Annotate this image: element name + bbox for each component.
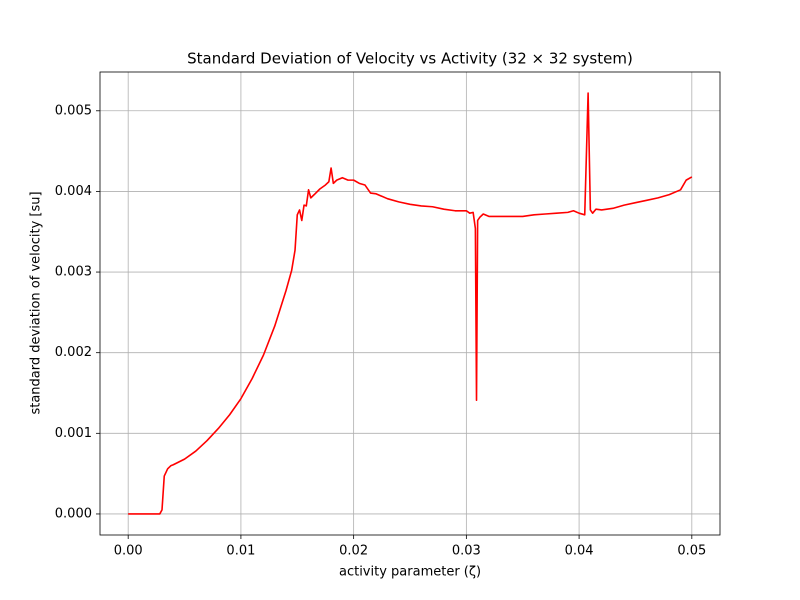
x-tick-label: 0.02 (339, 544, 368, 559)
y-axis-label: standard deviation of velocity [su] (29, 191, 44, 414)
y-tick-label: 0.002 (55, 345, 92, 360)
plot-frame (99, 71, 721, 536)
y-tick-label: 0.003 (55, 265, 92, 280)
x-tick-label: 0.03 (452, 544, 481, 559)
x-tick-label: 0.01 (226, 544, 255, 559)
y-tick-label: 0.000 (55, 506, 92, 521)
y-tick-label: 0.005 (55, 103, 92, 118)
y-tick-label: 0.004 (55, 184, 92, 199)
data-line (128, 92, 693, 515)
y-tick-label: 0.001 (55, 426, 92, 441)
x-tick-label: 0.00 (114, 544, 143, 559)
chart-title: Standard Deviation of Velocity vs Activi… (187, 50, 633, 68)
x-axis-label: activity parameter (ζ) (339, 565, 481, 580)
x-tick-label: 0.04 (565, 544, 594, 559)
x-tick-label: 0.05 (677, 544, 706, 559)
